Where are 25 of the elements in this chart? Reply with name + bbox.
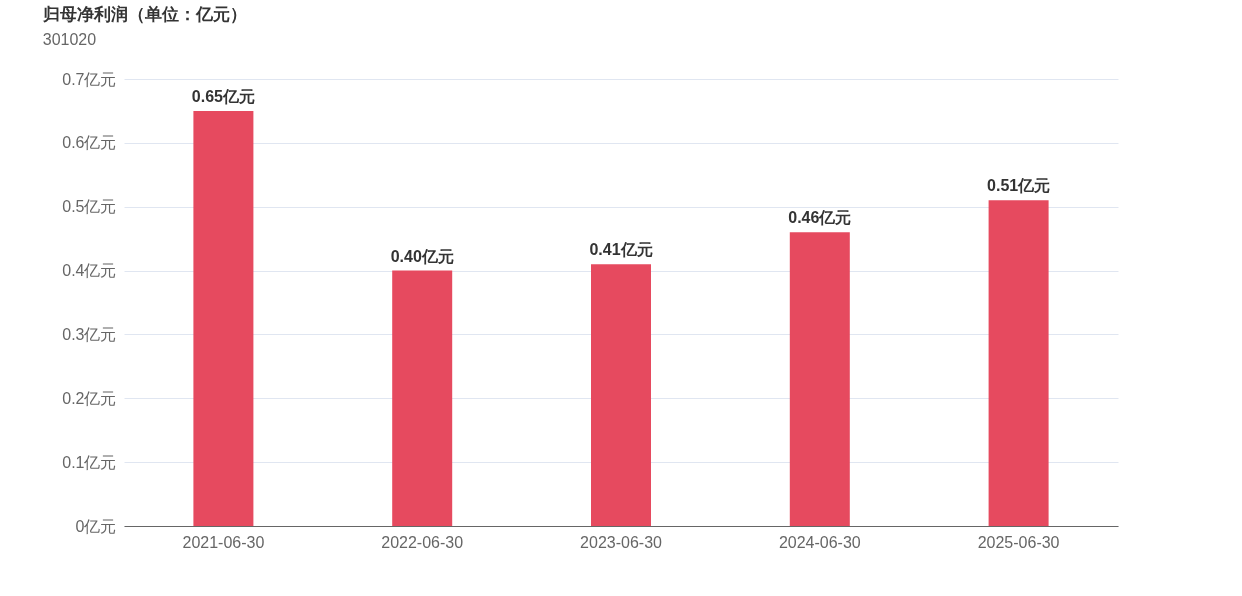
chart-title: 归母净利润（单位：亿元） (41, 5, 247, 24)
y-tick-label: 0.7亿元 (62, 70, 117, 88)
bar (392, 270, 453, 526)
chart-subtitle: 301020 (42, 31, 97, 48)
bar (193, 110, 254, 526)
x-tick-label: 2022-06-30 (381, 533, 464, 551)
bar (988, 200, 1049, 526)
data-label: 0.46亿元 (788, 209, 852, 227)
y-tick-label: 0.1亿元 (62, 453, 117, 471)
y-tick-label: 0.5亿元 (62, 198, 117, 216)
data-label: 0.40亿元 (390, 247, 454, 265)
x-tick-label: 2024-06-30 (778, 533, 861, 551)
bar (789, 232, 850, 526)
data-label: 0.65亿元 (191, 87, 255, 105)
y-tick-label: 0.2亿元 (62, 389, 117, 407)
y-tick-label: 0.6亿元 (62, 134, 117, 152)
y-tick-label: 0亿元 (75, 517, 117, 535)
y-tick-label: 0.4亿元 (62, 262, 117, 280)
x-tick-label: 2025-06-30 (977, 533, 1060, 551)
x-tick-label: 2021-06-30 (182, 533, 265, 551)
x-tick-label: 2023-06-30 (580, 533, 663, 551)
y-tick-label: 0.3亿元 (62, 325, 117, 343)
bar (591, 264, 651, 526)
data-label: 0.51亿元 (987, 177, 1051, 195)
data-label: 0.41亿元 (589, 241, 653, 259)
